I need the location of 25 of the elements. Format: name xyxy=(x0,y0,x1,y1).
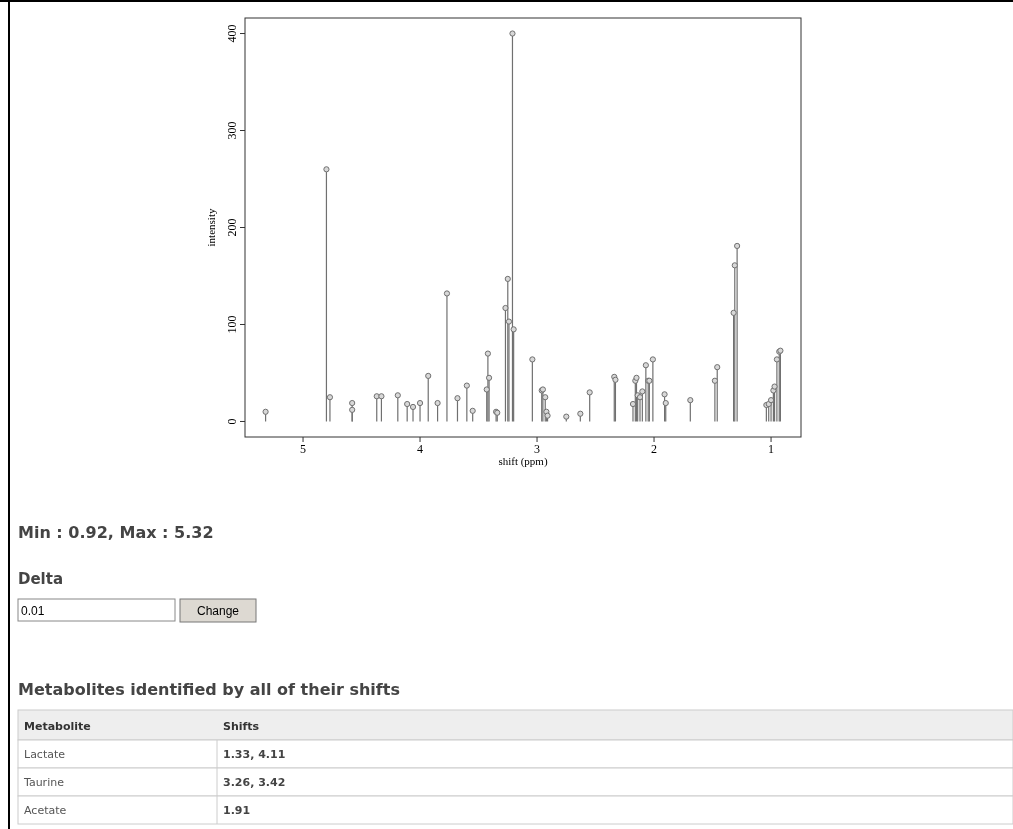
y-tick-label: 300 xyxy=(225,121,239,140)
y-tick-label: 400 xyxy=(225,24,239,43)
x-tick-label: 2 xyxy=(651,442,658,456)
x-tick-label: 5 xyxy=(300,442,307,456)
y-axis-title: intensity xyxy=(205,208,217,247)
text: 3.26, 3.42 xyxy=(223,776,286,789)
text: Shifts xyxy=(223,720,260,733)
text: Lactate xyxy=(24,748,66,761)
button: Change xyxy=(179,598,257,623)
text: Delta xyxy=(18,570,64,588)
x-axis-title: shift (ppm) xyxy=(498,455,548,468)
x-tick-label: 4 xyxy=(417,442,424,456)
text: Taurine xyxy=(23,776,65,789)
text: 1.33, 4.11 xyxy=(223,748,286,761)
text-field: 0.01 xyxy=(17,598,176,622)
text: Acetate xyxy=(24,804,67,817)
y-tick-label: 100 xyxy=(225,315,239,334)
y-tick-label: 0 xyxy=(225,418,239,425)
text: Min : 0.92, Max : 5.32 xyxy=(18,523,214,542)
text: 1.91 xyxy=(223,804,251,817)
x-tick-label: 3 xyxy=(534,442,541,456)
y-tick-label: 200 xyxy=(225,218,239,237)
text: Metabolite xyxy=(24,720,91,733)
x-tick-label: 1 xyxy=(768,442,775,456)
text: Metabolites identified by all of their shifts xyxy=(18,680,400,699)
